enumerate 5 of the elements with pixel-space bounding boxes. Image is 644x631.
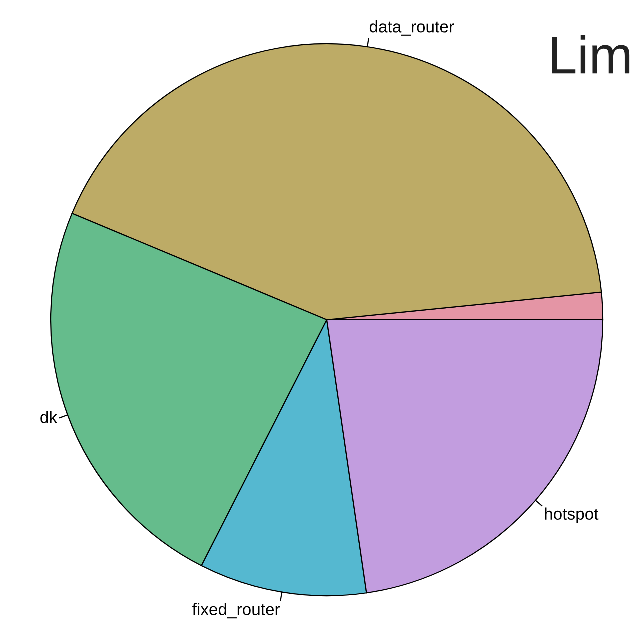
slice-label: dk: [40, 411, 58, 424]
slice-label: data_router: [370, 20, 454, 36]
slice-label: fixed_router: [192, 603, 280, 619]
slice-label: hotspot: [545, 508, 599, 524]
text: Lim: [552, 35, 630, 74]
